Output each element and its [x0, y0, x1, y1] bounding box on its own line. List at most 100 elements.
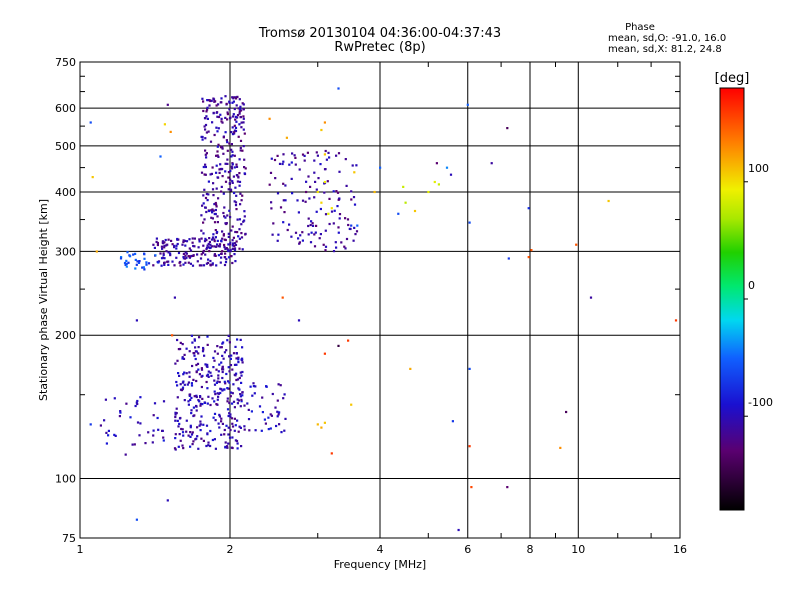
echo-point [229, 249, 232, 252]
echo-point [218, 415, 221, 418]
echo-point [206, 106, 209, 109]
echo-point [215, 245, 218, 248]
echo-point [191, 237, 194, 240]
echo-point [189, 445, 192, 448]
echo-point [221, 230, 224, 233]
echo-point [217, 143, 220, 146]
echo-point [335, 246, 338, 249]
echo-point [309, 185, 312, 188]
echo-point [178, 417, 182, 420]
echo-point [212, 416, 215, 419]
echo-point [206, 363, 209, 366]
echo-point [229, 364, 233, 367]
phase-stats-x-mode: mean, sd,X: 81.2, 24.8 [608, 44, 722, 55]
echo-point [307, 217, 310, 220]
echo-point [283, 211, 286, 214]
echo-point [307, 175, 310, 178]
echo-point [276, 192, 280, 195]
echo-point [162, 436, 165, 439]
echo-point [174, 419, 177, 422]
echo-point [221, 368, 224, 371]
echo-point [397, 212, 400, 215]
echo-point [242, 115, 245, 118]
echo-point [191, 431, 194, 434]
echo-point [315, 151, 318, 154]
echo-point [247, 418, 251, 421]
echo-point [242, 128, 245, 131]
echo-point [113, 397, 116, 400]
echo-point [301, 199, 305, 202]
echo-point [290, 161, 293, 164]
colorbar-tick-label: 0 [748, 279, 755, 292]
echo-point [345, 184, 348, 187]
echo-point [230, 229, 233, 232]
echo-point [234, 201, 238, 204]
echo-point [254, 429, 257, 432]
echo-point [223, 433, 226, 436]
echo-point [188, 238, 191, 241]
echo-point [225, 349, 228, 352]
echo-point [270, 157, 273, 160]
echo-point [177, 425, 180, 428]
echo-point [230, 148, 233, 151]
echo-point [323, 180, 326, 184]
echo-point [291, 192, 294, 195]
echo-point [199, 420, 202, 423]
echo-point [231, 180, 234, 183]
echo-point [224, 131, 227, 134]
echo-point [183, 399, 186, 402]
echo-point [214, 447, 217, 450]
echo-point [222, 233, 225, 236]
echo-point [309, 241, 313, 244]
echo-point [319, 207, 322, 211]
echo-point [213, 238, 216, 241]
y-tick-label: 75 [62, 532, 76, 545]
echo-point [324, 168, 327, 171]
echo-point [152, 434, 155, 437]
echo-point [113, 433, 116, 436]
echo-point [224, 238, 227, 242]
y-axis-label: Stationary phase Virtual Height [km] [37, 199, 50, 401]
echo-point [233, 406, 236, 409]
echo-point [270, 201, 273, 204]
echo-point [219, 387, 222, 390]
echo-point [198, 336, 201, 339]
echo-point [238, 180, 242, 183]
echo-point [327, 151, 330, 154]
echo-point [224, 116, 227, 119]
grid [80, 62, 680, 538]
echo-point [233, 131, 236, 134]
echo-point [337, 231, 340, 234]
echo-point [142, 266, 145, 269]
echo-point [238, 388, 241, 391]
echo-point [204, 163, 207, 166]
echo-point [490, 162, 493, 165]
echo-point [236, 174, 239, 177]
echo-point [185, 372, 188, 375]
echo-point [303, 154, 306, 157]
echo-point [320, 128, 323, 132]
echo-point [241, 248, 244, 251]
echo-point [213, 412, 217, 415]
echo-point [164, 238, 167, 242]
echo-point [324, 149, 327, 153]
echo-point [221, 365, 224, 368]
echo-point [221, 167, 224, 171]
echo-point [160, 257, 164, 260]
echo-point [236, 447, 239, 450]
echo-point [228, 381, 231, 384]
echo-point [217, 392, 220, 395]
echo-point [188, 350, 191, 353]
echo-point [234, 230, 237, 234]
y-tick-label: 750 [55, 56, 76, 69]
echo-point [91, 176, 94, 179]
echo-point [373, 190, 376, 194]
echo-point [185, 256, 188, 259]
echo-point [326, 180, 329, 183]
echo-point [212, 182, 215, 185]
echo-point [201, 251, 205, 254]
echo-point [311, 224, 315, 227]
phase-stats-title: Phase [625, 22, 655, 33]
echo-point [165, 250, 168, 253]
echo-point [239, 203, 242, 206]
